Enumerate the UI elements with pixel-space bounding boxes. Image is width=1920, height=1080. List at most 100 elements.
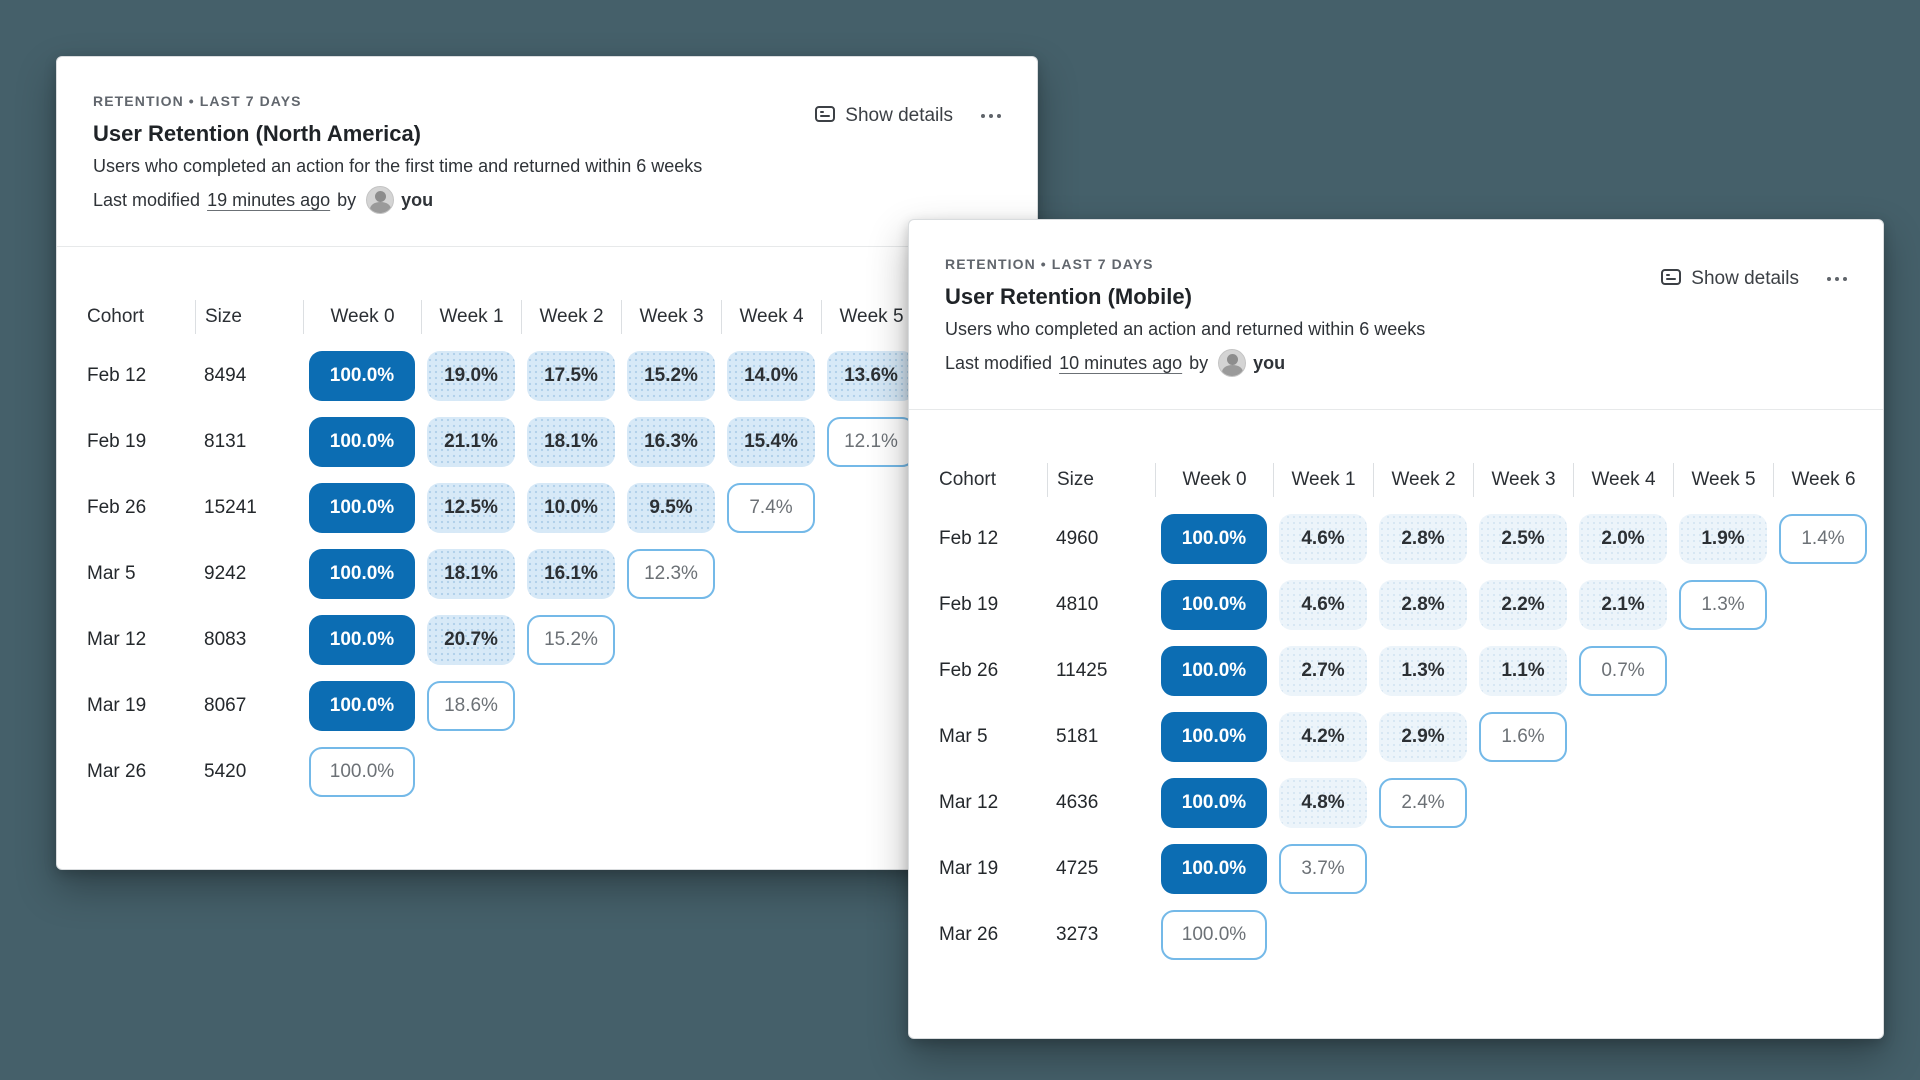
last-modified-line: Last modified 10 minutes ago by you xyxy=(945,349,1843,377)
retention-cell[interactable]: 3.7% xyxy=(1279,844,1367,894)
card-header: RETENTION • LAST 7 DAYS User Retention (… xyxy=(909,220,1883,410)
retention-cell[interactable]: 2.7% xyxy=(1279,646,1367,696)
retention-cell[interactable]: 1.9% xyxy=(1679,514,1767,564)
retention-cell[interactable]: 15.2% xyxy=(527,615,615,665)
column-header: Cohort xyxy=(939,469,997,490)
modified-user: you xyxy=(401,189,434,210)
retention-cell[interactable]: 21.1% xyxy=(427,417,515,467)
cohort-label: Mar 26 xyxy=(87,761,147,782)
table-row: Mar 5 9242 100.0% 18.1% 16.1% 12.3% xyxy=(87,541,1037,607)
cohort-label: Mar 26 xyxy=(939,924,999,945)
last-modified-line: Last modified 19 minutes ago by you xyxy=(93,186,997,214)
retention-cell[interactable]: 9.5% xyxy=(627,483,715,533)
cohort-label: Mar 12 xyxy=(939,792,999,813)
retention-cell[interactable]: 2.0% xyxy=(1579,514,1667,564)
cohort-size: 4810 xyxy=(1056,594,1099,615)
table-header-row: Cohort Size Week 0 Week 1 Week 2 Week 3 Week 4… xyxy=(87,291,1037,343)
modified-joiner: by xyxy=(337,189,357,210)
retention-cell[interactable]: 2.5% xyxy=(1479,514,1567,564)
cohort-size: 11425 xyxy=(1056,660,1108,681)
retention-cell[interactable]: 2.8% xyxy=(1379,580,1467,630)
retention-cell[interactable]: 20.7% xyxy=(427,615,515,665)
retention-cell[interactable]: 100.0% xyxy=(1161,844,1267,894)
retention-cell[interactable]: 100.0% xyxy=(1161,580,1267,630)
retention-cell[interactable]: 100.0% xyxy=(309,417,415,467)
retention-cell[interactable]: 0.7% xyxy=(1579,646,1667,696)
retention-cell[interactable]: 4.6% xyxy=(1279,514,1367,564)
cohort-label: Feb 12 xyxy=(939,528,999,549)
table-row: Mar 26 5420 100.0% xyxy=(87,739,1037,805)
retention-cell[interactable]: 15.2% xyxy=(627,351,715,401)
retention-cell[interactable]: 18.6% xyxy=(427,681,515,731)
retention-cell[interactable]: 100.0% xyxy=(1161,778,1267,828)
retention-cell[interactable]: 19.0% xyxy=(427,351,515,401)
retention-cell[interactable]: 100.0% xyxy=(309,351,415,401)
retention-cell[interactable]: 18.1% xyxy=(527,417,615,467)
retention-cell[interactable]: 100.0% xyxy=(1161,910,1267,960)
retention-cell[interactable]: 12.3% xyxy=(627,549,715,599)
card-description: Users who completed an action for the fi… xyxy=(93,156,703,176)
retention-cell[interactable]: 14.0% xyxy=(727,351,815,401)
retention-cell[interactable]: 1.3% xyxy=(1379,646,1467,696)
cohort-size: 4725 xyxy=(1056,858,1099,879)
table-row: Feb 12 4960 100.0% 4.6% 2.8% 2.5% 2.0% 1.9% 1.4% xyxy=(939,506,1883,572)
card-title: User Retention (North America) xyxy=(93,121,422,146)
column-header: Week 0 xyxy=(1155,463,1273,497)
cohort-size: 3273 xyxy=(1056,924,1099,945)
retention-cell[interactable]: 100.0% xyxy=(309,483,415,533)
column-header: Week 5 xyxy=(821,300,921,334)
retention-cell[interactable]: 4.2% xyxy=(1279,712,1367,762)
retention-cell[interactable]: 1.1% xyxy=(1479,646,1567,696)
retention-cell[interactable]: 7.4% xyxy=(727,483,815,533)
retention-cell[interactable]: 13.6% xyxy=(827,351,915,401)
retention-cell[interactable]: 2.2% xyxy=(1479,580,1567,630)
retention-cell[interactable]: 17.5% xyxy=(527,351,615,401)
retention-cell[interactable]: 2.1% xyxy=(1579,580,1667,630)
column-header: Week 6 xyxy=(1773,463,1873,497)
show-details-button[interactable]: Show details xyxy=(814,103,953,128)
retention-cell[interactable]: 100.0% xyxy=(1161,514,1267,564)
retention-cell[interactable]: 16.3% xyxy=(627,417,715,467)
retention-cell[interactable]: 15.4% xyxy=(727,417,815,467)
retention-card-mobile: RETENTION • LAST 7 DAYS User Retention (… xyxy=(908,219,1884,1039)
cohort-label: Feb 26 xyxy=(939,660,999,681)
retention-cell[interactable]: 100.0% xyxy=(1161,646,1267,696)
more-options-button[interactable] xyxy=(979,110,1003,122)
retention-cell[interactable]: 2.4% xyxy=(1379,778,1467,828)
cohort-label: Mar 5 xyxy=(87,563,136,584)
more-options-button[interactable] xyxy=(1825,273,1849,285)
cohort-label: Mar 5 xyxy=(939,726,988,747)
panel-details-icon xyxy=(1660,266,1682,291)
retention-card-north-america: RETENTION • LAST 7 DAYS User Retention (… xyxy=(56,56,1038,870)
table-row: Mar 5 5181 100.0% 4.2% 2.9% 1.6% xyxy=(939,704,1883,770)
cohort-size: 5420 xyxy=(204,761,247,782)
cohort-size: 4960 xyxy=(1056,528,1099,549)
column-header: Week 1 xyxy=(421,300,521,334)
retention-cell[interactable]: 10.0% xyxy=(527,483,615,533)
retention-cell[interactable]: 1.4% xyxy=(1779,514,1867,564)
retention-cell[interactable]: 12.1% xyxy=(827,417,915,467)
table-row: Feb 26 15241 100.0% 12.5% 10.0% 9.5% 7.4% xyxy=(87,475,1037,541)
retention-cell[interactable]: 4.6% xyxy=(1279,580,1367,630)
retention-cell[interactable]: 1.3% xyxy=(1679,580,1767,630)
retention-cell[interactable]: 100.0% xyxy=(309,615,415,665)
retention-cell[interactable]: 100.0% xyxy=(1161,712,1267,762)
table-row: Mar 19 8067 100.0% 18.6% xyxy=(87,673,1037,739)
retention-cell[interactable]: 4.8% xyxy=(1279,778,1367,828)
retention-cell[interactable]: 100.0% xyxy=(309,549,415,599)
retention-cell[interactable]: 100.0% xyxy=(309,681,415,731)
retention-cell[interactable]: 16.1% xyxy=(527,549,615,599)
retention-cell[interactable]: 2.8% xyxy=(1379,514,1467,564)
retention-cell[interactable]: 18.1% xyxy=(427,549,515,599)
retention-cell[interactable]: 100.0% xyxy=(309,747,415,797)
retention-cell[interactable]: 2.9% xyxy=(1379,712,1467,762)
retention-cell[interactable]: 1.6% xyxy=(1479,712,1567,762)
user-avatar xyxy=(366,186,395,214)
show-details-button[interactable]: Show details xyxy=(1660,266,1799,291)
card-title: User Retention (Mobile) xyxy=(945,284,1192,309)
retention-cell[interactable]: 12.5% xyxy=(427,483,515,533)
card-header: RETENTION • LAST 7 DAYS User Retention (… xyxy=(57,57,1037,247)
cohort-label: Mar 19 xyxy=(87,695,147,716)
modified-prefix: Last modified xyxy=(93,189,201,210)
modified-user: you xyxy=(1253,352,1286,373)
